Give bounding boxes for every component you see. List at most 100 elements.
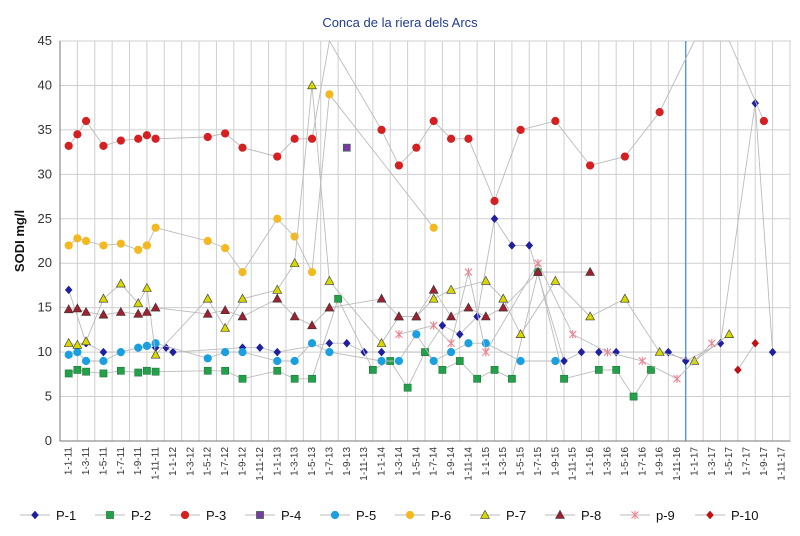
x-tick-label: 1-5-11 xyxy=(98,447,109,476)
x-tick-label: 1-7-11 xyxy=(116,447,127,476)
data-point-p-7 xyxy=(498,293,509,303)
series-p-6 xyxy=(64,90,438,277)
data-point-p-3 xyxy=(464,134,473,143)
data-point-p-6 xyxy=(221,244,230,253)
series-p-7 xyxy=(63,80,735,365)
data-point-p-2 xyxy=(334,294,342,303)
data-point-p-3 xyxy=(394,161,404,170)
data-point-p-3 xyxy=(134,134,143,143)
x-tick-label: 1-11-17 xyxy=(776,447,787,481)
data-point-p-6 xyxy=(142,241,152,250)
data-point-p-10 xyxy=(751,338,760,348)
data-point-p-1 xyxy=(325,338,334,348)
x-tick-label: 1-3-16 xyxy=(603,447,614,476)
legend: P-1 P-2 P-3 P-4 P-5 P-6 P-7 P-8 p-9 P-10 xyxy=(20,508,758,523)
x-tick-label: 1-11-16 xyxy=(672,447,683,481)
data-point-p-6 xyxy=(81,236,91,246)
data-point-p-3 xyxy=(377,125,386,134)
data-point-p-8 xyxy=(480,311,491,321)
data-point-p-3 xyxy=(203,132,212,142)
legend-item-p-5: P-5 xyxy=(320,508,376,523)
data-point-p-7 xyxy=(480,275,491,285)
data-point-p-6 xyxy=(203,236,212,246)
data-point-p-6 xyxy=(290,232,299,241)
series-line-p-6 xyxy=(68,93,435,274)
data-point-p-2 xyxy=(612,366,621,374)
data-point-p-5 xyxy=(203,354,212,363)
series-line-p-3 xyxy=(68,39,765,203)
data-point-p-7 xyxy=(272,284,283,294)
x-tick-label: 1-7-12 xyxy=(220,447,231,476)
data-point-p-8 xyxy=(498,302,509,312)
data-point-p-1 xyxy=(169,347,177,357)
data-point-p-5 xyxy=(429,356,438,366)
data-point-p-7 xyxy=(619,293,630,303)
data-point-p-7 xyxy=(150,349,161,359)
data-point-p-7 xyxy=(654,346,665,356)
legend-label: P-5 xyxy=(356,508,376,523)
legend-label: P-6 xyxy=(431,508,451,523)
data-point-p-3 xyxy=(273,152,282,161)
legend-item-p-1: P-1 xyxy=(20,508,76,523)
data-point-p-7 xyxy=(307,80,317,90)
data-point-p-7 xyxy=(324,275,335,285)
data-point-p-6 xyxy=(64,241,73,250)
legend-label: p-9 xyxy=(656,508,675,523)
data-point-p-7 xyxy=(376,337,387,347)
legend-marker-p-7 xyxy=(480,509,490,519)
data-point-p-8 xyxy=(150,302,161,312)
data-point-p-7 xyxy=(220,322,231,332)
data-point-p-8 xyxy=(98,309,109,319)
series-p-9 xyxy=(395,259,716,383)
data-point-p-8 xyxy=(63,304,74,314)
data-point-p-3 xyxy=(221,129,230,138)
x-tick-label: 1-11-13 xyxy=(359,447,370,481)
data-point-p-3 xyxy=(412,143,421,152)
legend-item-p-9: p-9 xyxy=(620,508,675,523)
data-point-p-1 xyxy=(342,338,351,348)
data-point-p-5 xyxy=(151,339,160,348)
data-point-p-3 xyxy=(290,134,299,143)
data-point-p-5 xyxy=(412,330,421,339)
legend-item-p-6: P-6 xyxy=(395,508,451,523)
data-point-p-1 xyxy=(594,347,603,357)
legend-marker-p-9 xyxy=(631,510,639,520)
data-point-p-7 xyxy=(446,284,456,294)
x-tick-label: 1-1-13 xyxy=(272,447,283,476)
legend-marker-p-6 xyxy=(405,510,415,520)
x-tick-label: 1-11-12 xyxy=(255,447,266,481)
data-point-p-2 xyxy=(238,374,247,383)
data-point-p-2 xyxy=(143,366,151,375)
data-point-p-7 xyxy=(585,311,596,321)
data-point-p-3 xyxy=(307,134,317,143)
data-point-p-7 xyxy=(289,257,300,267)
data-point-p-3 xyxy=(516,125,525,134)
data-point-p-8 xyxy=(202,308,213,318)
y-tick-label: 35 xyxy=(38,122,52,137)
data-point-p-1 xyxy=(525,241,534,250)
data-point-p-5 xyxy=(273,356,282,366)
data-point-p-2 xyxy=(273,366,282,375)
data-point-p-5 xyxy=(551,356,560,366)
data-point-p-8 xyxy=(115,306,126,316)
y-tick-label: 20 xyxy=(38,255,52,270)
y-tick-label: 10 xyxy=(38,344,52,359)
legend-label: P-4 xyxy=(281,508,301,523)
data-point-p-5 xyxy=(290,356,299,366)
data-point-p-9 xyxy=(673,374,681,383)
data-point-p-6 xyxy=(116,239,125,248)
data-point-p-9 xyxy=(707,339,716,348)
data-point-p-1 xyxy=(577,347,586,357)
data-point-p-9 xyxy=(395,330,403,339)
data-point-p-5 xyxy=(238,348,247,357)
data-point-p-2 xyxy=(560,374,568,383)
data-point-p-1 xyxy=(99,347,108,357)
x-tick-label: 1-7-15 xyxy=(533,447,544,476)
data-point-p-8 xyxy=(394,311,404,321)
y-tick-label: 25 xyxy=(38,211,52,226)
legend-label: P-8 xyxy=(581,508,601,523)
legend-item-p-10: P-10 xyxy=(695,508,758,523)
data-point-p-7 xyxy=(63,337,74,347)
data-point-p-3 xyxy=(490,196,499,206)
data-point-p-9 xyxy=(447,339,455,348)
